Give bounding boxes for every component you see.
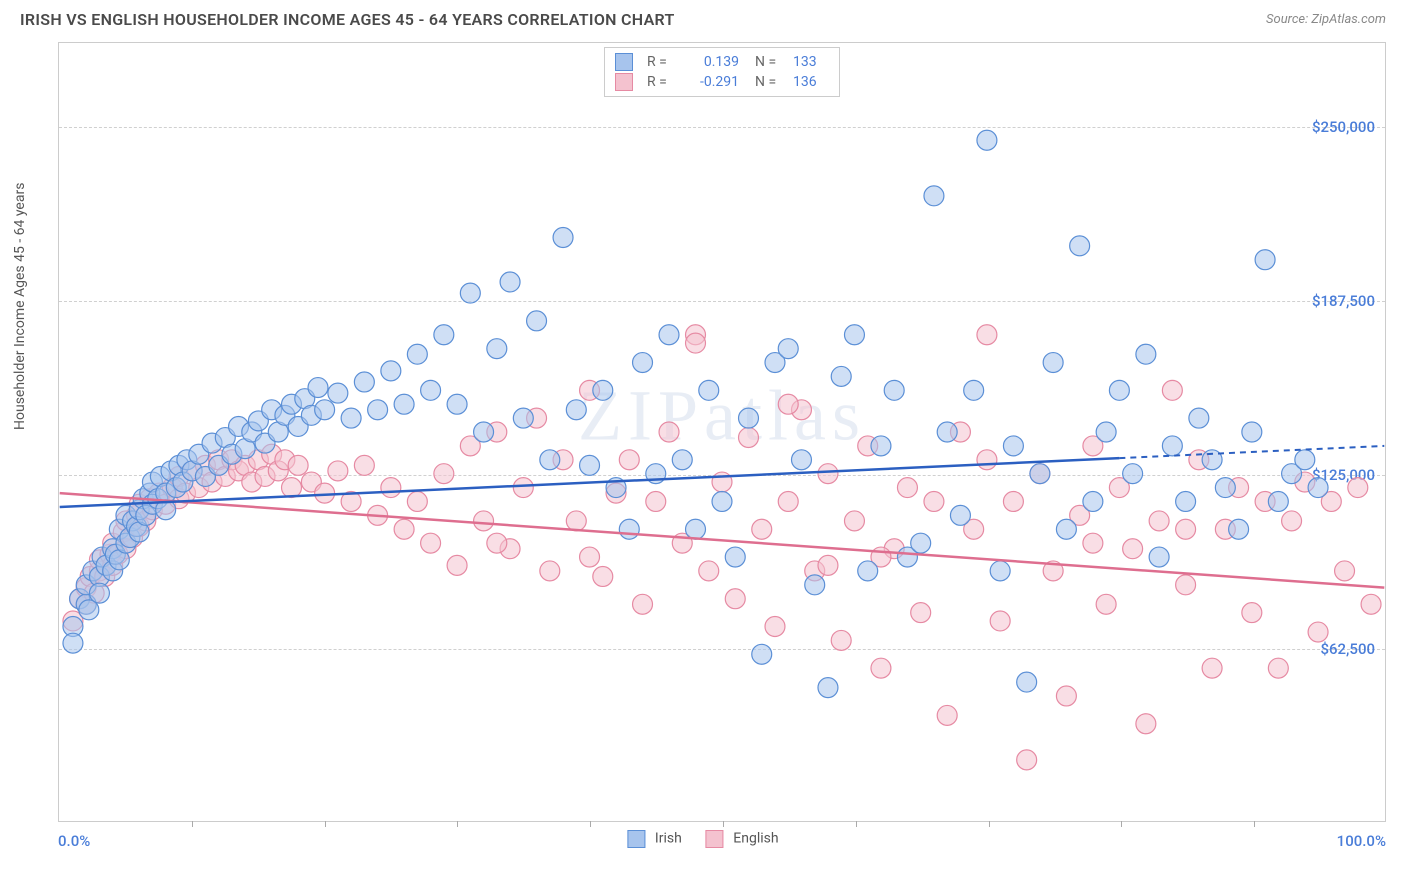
- english-swatch-icon: [615, 73, 633, 91]
- n-label: N =: [755, 74, 783, 90]
- r-label: R =: [647, 54, 675, 70]
- plot-area: ZIPatlas R = 0.139 N = 133 R = -0.291 N …: [58, 42, 1386, 822]
- chart-header: IRISH VS ENGLISH HOUSEHOLDER INCOME AGES…: [0, 0, 1406, 35]
- irish-series-label: Irish: [655, 831, 682, 847]
- n-label: N =: [755, 54, 783, 70]
- y-axis-label: Householder Income Ages 45 - 64 years: [12, 183, 28, 430]
- scatter-svg: [59, 43, 1385, 821]
- legend-row-english: R = -0.291 N = 136: [615, 72, 829, 92]
- series-legend: Irish English: [627, 830, 778, 848]
- r-label: R =: [647, 74, 675, 90]
- irish-n-value: 133: [793, 54, 829, 70]
- irish-r-value: 0.139: [685, 54, 739, 70]
- source-label: Source: ZipAtlas.com: [1266, 12, 1386, 27]
- chart-title: IRISH VS ENGLISH HOUSEHOLDER INCOME AGES…: [20, 10, 675, 29]
- legend-row-irish: R = 0.139 N = 133: [615, 52, 829, 72]
- irish-swatch-icon: [615, 53, 633, 71]
- legend-item-english: English: [706, 830, 779, 848]
- english-n-value: 136: [793, 74, 829, 90]
- x-axis-max-label: 100.0%: [1337, 832, 1386, 850]
- english-swatch-icon: [706, 830, 724, 848]
- english-r-value: -0.291: [685, 74, 739, 90]
- english-series-label: English: [733, 831, 778, 847]
- correlation-legend: R = 0.139 N = 133 R = -0.291 N = 136: [604, 47, 840, 97]
- irish-swatch-icon: [627, 830, 645, 848]
- legend-item-irish: Irish: [627, 830, 681, 848]
- x-axis-min-label: 0.0%: [58, 832, 90, 850]
